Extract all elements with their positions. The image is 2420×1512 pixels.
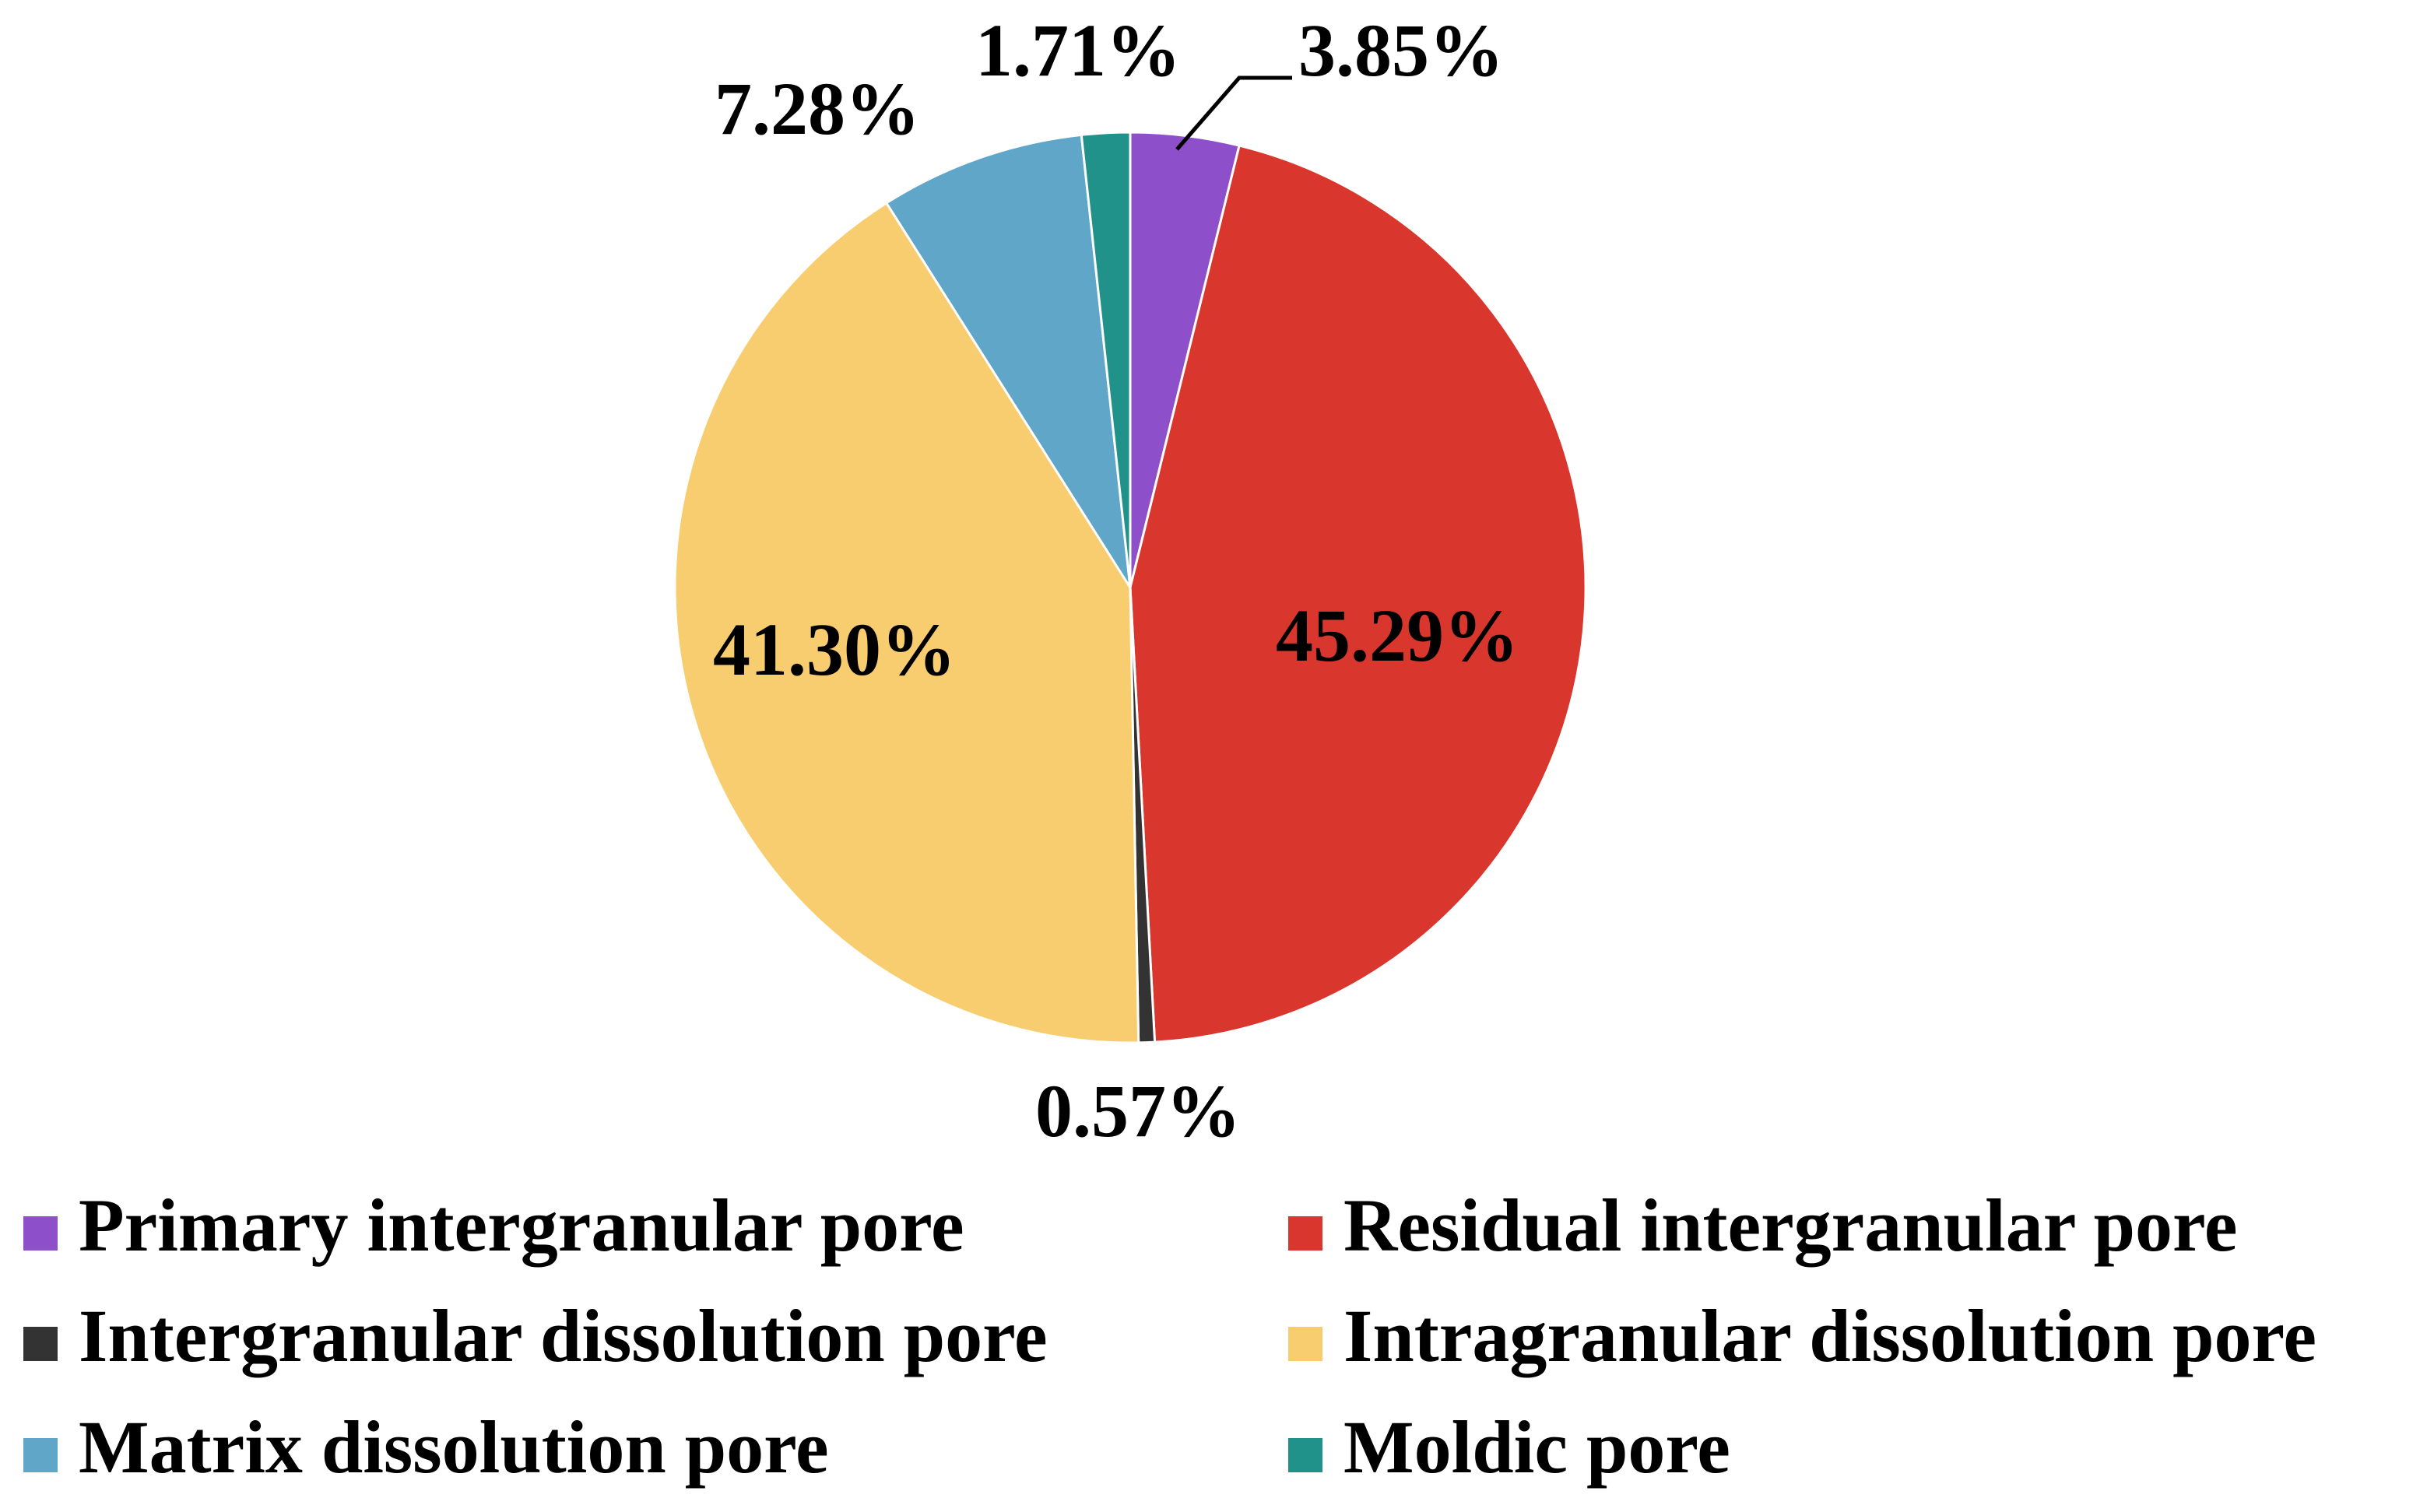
legend-item-moldic: Moldic pore: [1288, 1405, 1730, 1489]
data-label-intergranular-dissolution: 0.57%: [1035, 1069, 1241, 1152]
legend-swatch-intergranular-dissolution: [23, 1327, 58, 1361]
legend-swatch-moldic: [1288, 1438, 1322, 1472]
legend-label-primary-intergranular: Primary intergranular pore: [79, 1184, 964, 1267]
legend-item-matrix-dissolution: Matrix dissolution pore: [23, 1405, 829, 1489]
legend-label-intergranular-dissolution: Intergranular dissolution pore: [79, 1294, 1048, 1377]
pie-slice-residual-intergranular: [1129, 144, 1587, 1044]
pie-slice-intragranular-dissolution: [673, 202, 1140, 1044]
legend-label-matrix-dissolution: Matrix dissolution pore: [79, 1405, 829, 1489]
legend-swatch-matrix-dissolution: [23, 1438, 58, 1472]
legend-item-intragranular-dissolution: Intragranular dissolution pore: [1288, 1294, 2316, 1377]
data-label-intragranular-dissolution: 41.30%: [713, 608, 956, 691]
data-label-moldic: 1.71%: [975, 9, 1181, 92]
legend-swatch-intragranular-dissolution: [1288, 1327, 1322, 1361]
data-labels: 3.85% 45.29% 0.57% 41.30% 7.28% 1.71%: [713, 9, 1519, 1152]
legend-label-intragranular-dissolution: Intragranular dissolution pore: [1343, 1294, 2316, 1377]
leader-lines: [1175, 75, 1292, 151]
legend-item-intergranular-dissolution: Intergranular dissolution pore: [23, 1294, 1048, 1377]
data-label-primary-intergranular: 3.85%: [1298, 9, 1504, 92]
data-label-residual-intergranular: 45.29%: [1276, 594, 1519, 677]
pie-slices: [673, 131, 1587, 1044]
pie-slice-moldic: [1080, 131, 1132, 589]
legend-swatch-residual-intergranular: [1288, 1216, 1322, 1251]
leader-line-primary-intergranular: [1175, 75, 1292, 151]
legend-item-primary-intergranular: Primary intergranular pore: [23, 1184, 964, 1267]
legend-item-residual-intergranular: Residual intergranular pore: [1288, 1184, 2237, 1267]
data-label-matrix-dissolution: 7.28%: [715, 67, 920, 150]
legend: Primary intergranular pore Residual inter…: [23, 1184, 2316, 1489]
legend-swatch-primary-intergranular: [23, 1216, 58, 1251]
pie-slice-matrix-dissolution: [885, 133, 1132, 589]
legend-label-residual-intergranular: Residual intergranular pore: [1343, 1184, 2237, 1267]
legend-label-moldic: Moldic pore: [1343, 1405, 1730, 1489]
